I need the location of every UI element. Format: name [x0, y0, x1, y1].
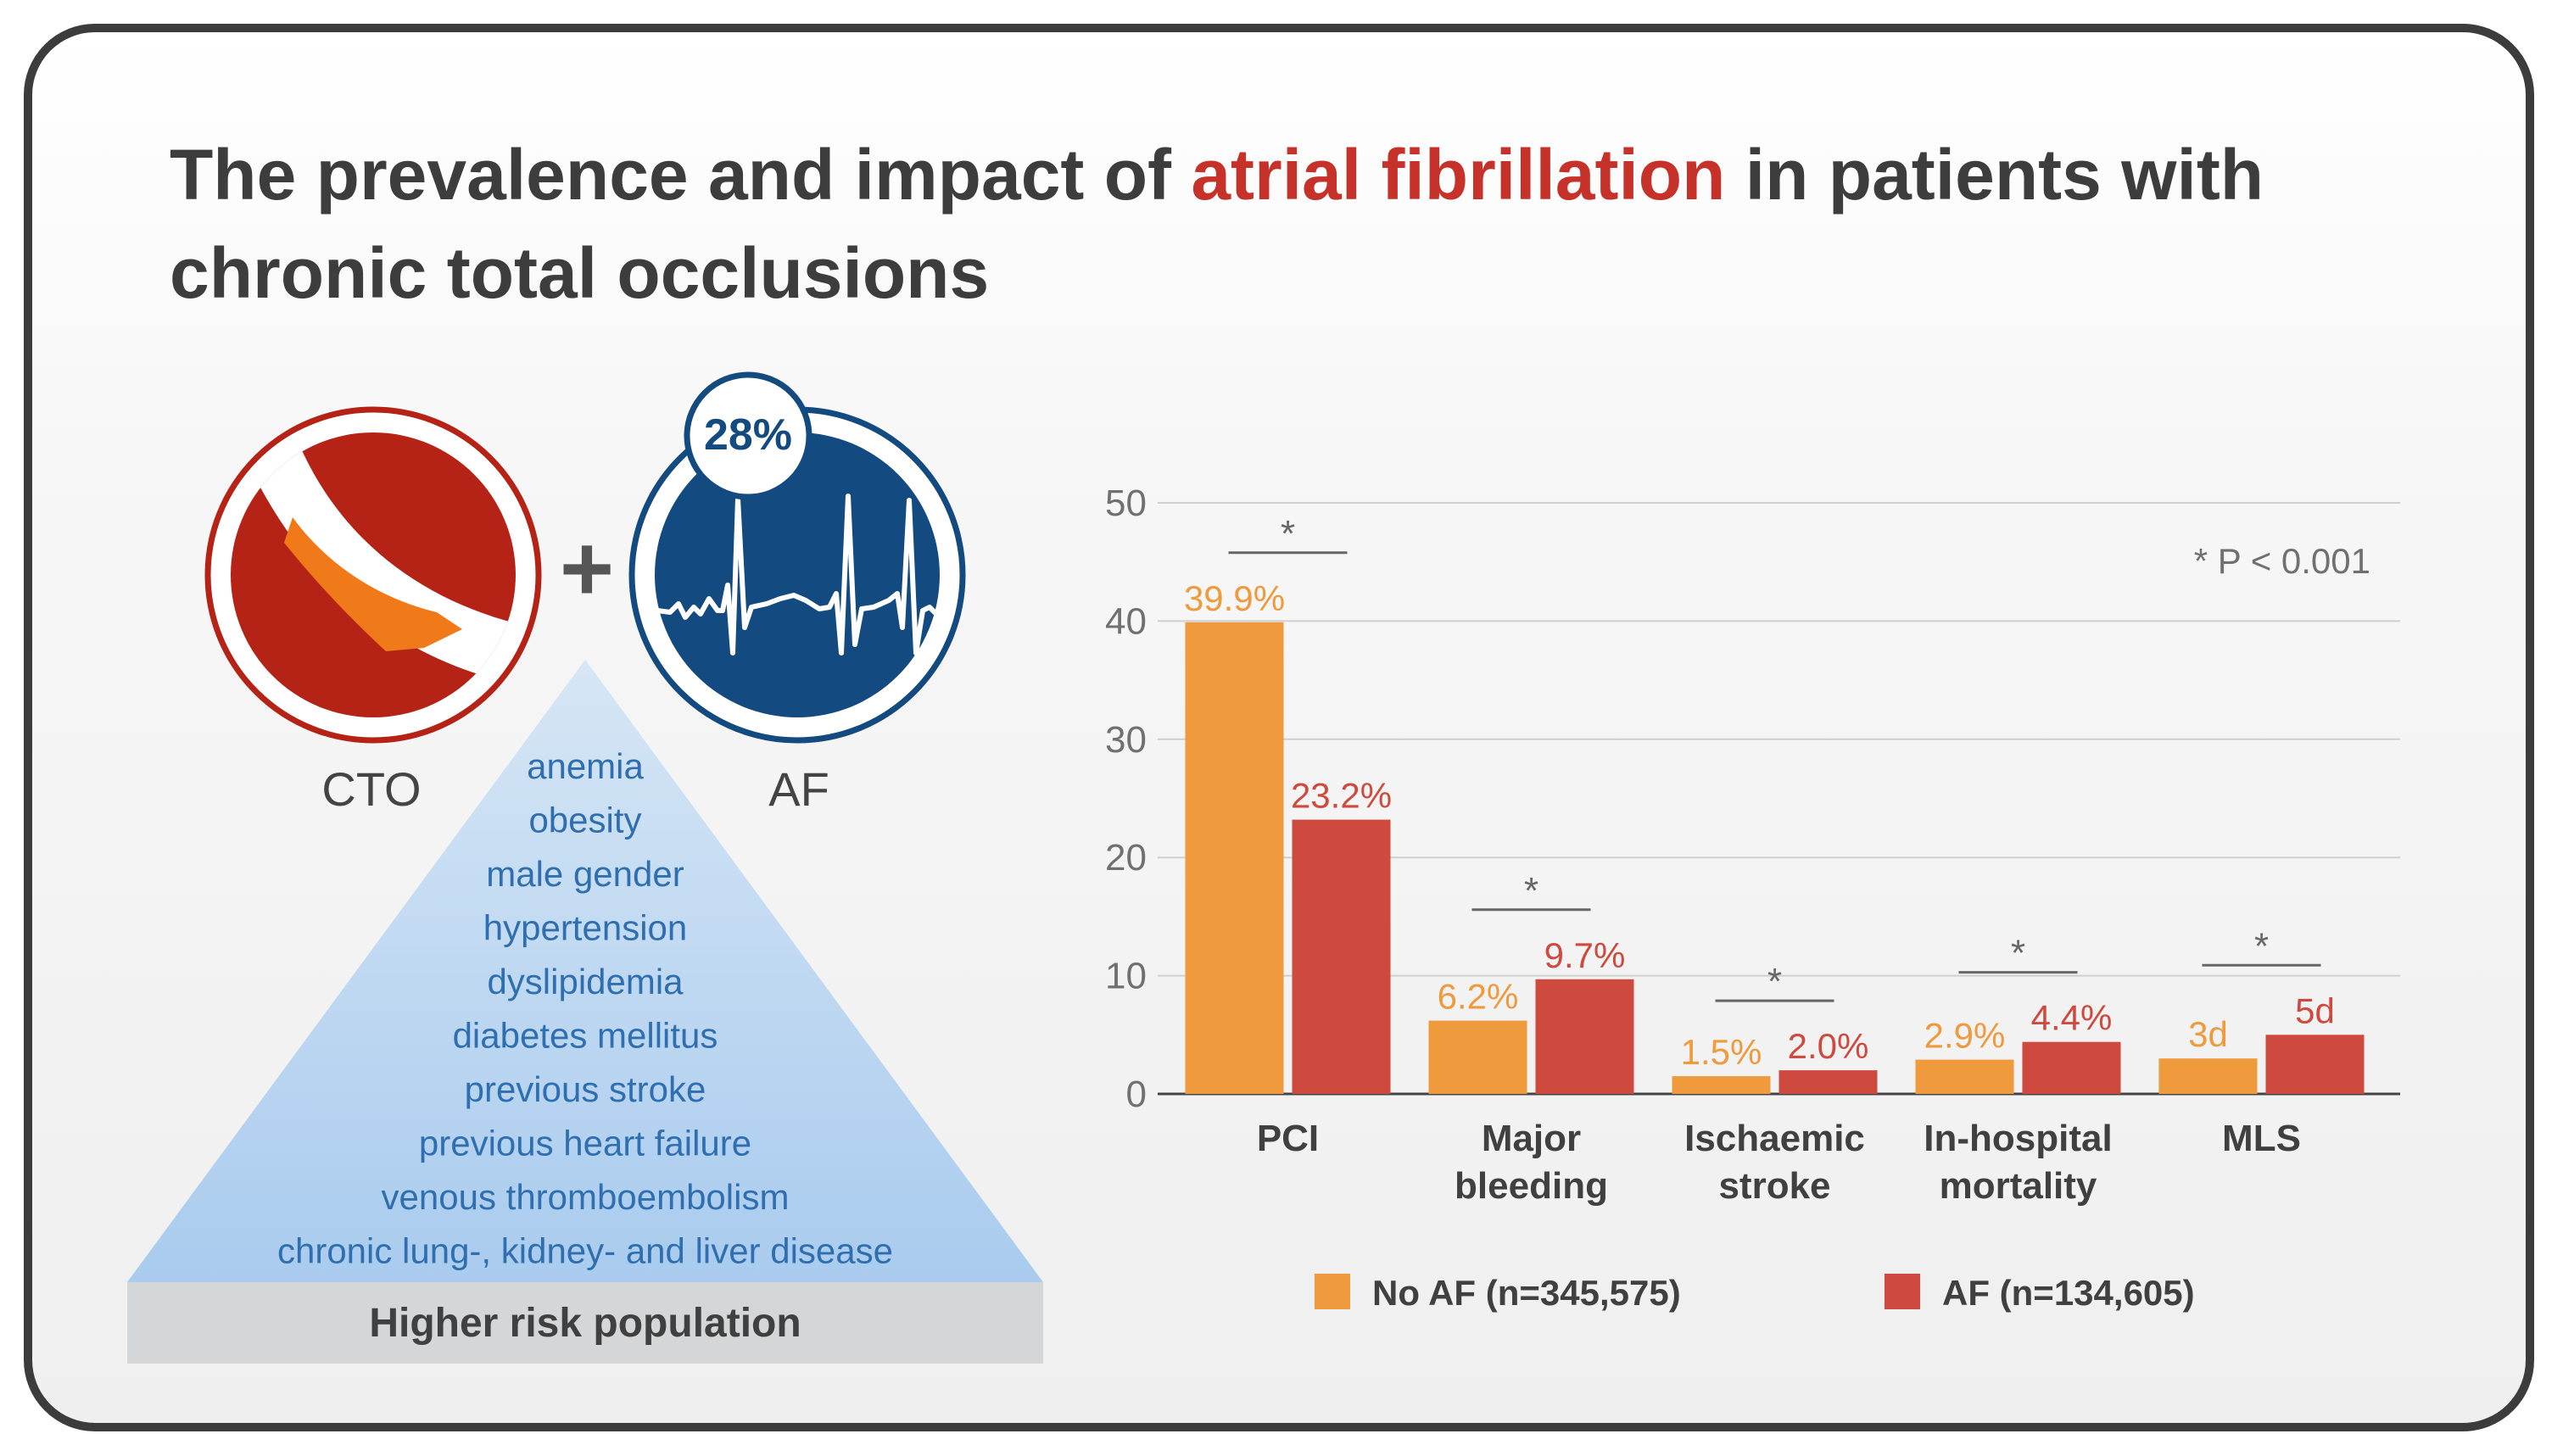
ecg-waveform-icon [628, 406, 966, 744]
cto-label: CTO [321, 762, 421, 816]
significance-note: * P < 0.001 [2194, 541, 2370, 581]
af-prevalence-badge: 28% [684, 371, 812, 500]
bar-af [1778, 1070, 1878, 1094]
risk-factor-item: diabetes mellitus [453, 1016, 718, 1056]
bar-value-label: 2.0% [1788, 1026, 1869, 1066]
x-category-label: MLS [2222, 1118, 2301, 1159]
af-label: AF [768, 762, 829, 816]
chart-significance: * * * * * [1228, 513, 2321, 1002]
bar-value-label: 23.2% [1291, 776, 1392, 816]
title-highlight: atrial fibrillation [1191, 135, 1726, 215]
bar-af [2022, 1041, 2121, 1094]
risk-pyramid: Higher risk population anemia obesity male… [127, 660, 1043, 1364]
legend-label-af: AF (n=134,605) [1942, 1273, 2195, 1313]
bar-value-label: 6.2% [1438, 977, 1519, 1017]
risk-factor-item: venous thromboembolism [382, 1177, 790, 1217]
risk-factor-item: male gender [486, 854, 684, 894]
x-category-label: Ischaemic [1684, 1118, 1865, 1159]
outcomes-bar-chart: 0 10 20 30 40 50 39.9% 23.2% 6.2% 9.7% 1.5% 2.0% 2.… [1105, 483, 2400, 1313]
chart-legend: No AF (n=345,575) AF (n=134,605) [1315, 1273, 2195, 1313]
base-label: Higher risk population [369, 1301, 801, 1346]
cto-vessel-icon [204, 406, 542, 744]
bar-no-af [1672, 1076, 1771, 1094]
bar-no-af [2158, 1058, 2258, 1094]
risk-factor-list: anemia obesity male gender hypertension dysl… [277, 746, 893, 1271]
significance-star: * [1524, 870, 1538, 912]
risk-factor-item: previous stroke [465, 1069, 706, 1109]
title-part1: The prevalence and impact of [170, 135, 1192, 215]
x-category-label: PCI [1257, 1118, 1319, 1159]
title-part2: in patients with chronic total occlusion… [170, 135, 2264, 313]
bar-value-label: 2.9% [1924, 1016, 2006, 1056]
bar-no-af [1428, 1020, 1527, 1094]
bar-value-label: 1.5% [1681, 1032, 1762, 1072]
bar-value-label: 39.9% [1184, 578, 1285, 618]
legend-swatch-af [1885, 1274, 1920, 1309]
significance-star: * [1281, 513, 1295, 555]
bar-value-label: 5d [2295, 990, 2335, 1030]
significance-star: * [2254, 925, 2269, 967]
risk-factor-item: anemia [527, 746, 644, 786]
af-badge-value: 28% [704, 410, 792, 460]
x-category-label: stroke [1718, 1165, 1830, 1207]
risk-factor-item: previous heart failure [419, 1124, 751, 1163]
y-tick-label: 40 [1105, 600, 1147, 642]
risk-factor-item: hypertension [483, 908, 688, 948]
plus-sign: + [560, 516, 614, 621]
x-category-label: bleeding [1455, 1165, 1608, 1207]
bar-value-label: 3d [2188, 1014, 2228, 1054]
chart-bars: 39.9% 23.2% 6.2% 9.7% 1.5% 2.0% 2.9% 4.4% 3d 5d [1184, 578, 2365, 1094]
chart-x-labels: PCI Major bleeding Ischaemic stroke In-hospit… [1257, 1118, 2301, 1207]
x-category-label: mortality [1940, 1165, 2097, 1207]
y-tick-label: 0 [1126, 1074, 1147, 1115]
y-tick-label: 20 [1105, 837, 1147, 879]
risk-factor-item: chronic lung-, kidney- and liver disease [277, 1231, 893, 1271]
y-tick-label: 10 [1105, 956, 1147, 997]
significance-star: * [1767, 961, 1782, 1002]
pyramid-triangle [127, 660, 1043, 1282]
legend-label-no-af: No AF (n=345,575) [1372, 1273, 1681, 1313]
significance-star: * [2011, 933, 2025, 974]
x-category-label: In-hospital [1924, 1118, 2112, 1159]
risk-factor-item: dyslipidemia [487, 962, 684, 1001]
legend-swatch-no-af [1315, 1274, 1350, 1309]
bar-value-label: 4.4% [2031, 998, 2113, 1038]
risk-factor-item: obesity [528, 801, 641, 840]
bar-af [1535, 979, 1634, 1094]
bar-no-af [1185, 622, 1284, 1094]
pyramid-base-bar [127, 1282, 1043, 1364]
bar-value-label: 9.7% [1544, 935, 1626, 975]
bar-af [2265, 1035, 2365, 1094]
page-title: The prevalence and impact of atrial fibr… [170, 126, 2417, 322]
bar-af [1292, 819, 1391, 1094]
y-tick-label: 50 [1105, 483, 1147, 524]
x-category-label: Major [1482, 1118, 1581, 1159]
y-tick-label: 30 [1105, 719, 1147, 761]
bar-no-af [1915, 1059, 2014, 1094]
